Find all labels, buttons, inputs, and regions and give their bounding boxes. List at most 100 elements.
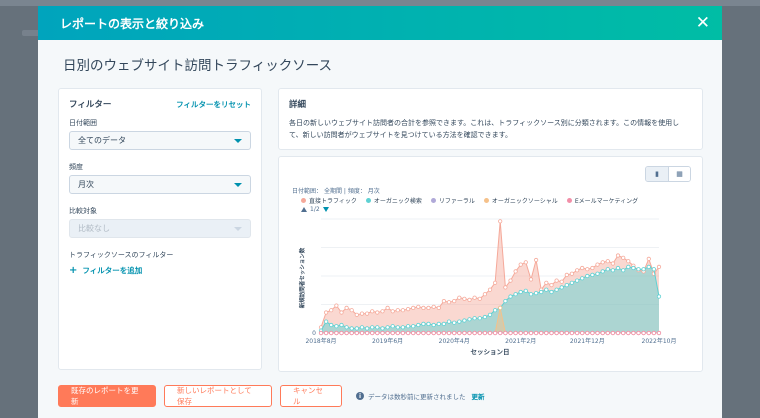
data-point [467,330,472,336]
add-filter-button[interactable]: + フィルターを追加 [69,265,251,276]
legend-label: 直接トラフィック [309,198,357,205]
data-point [375,325,380,330]
details-text: 各日の新しいウェブサイト訪問者の合計を参照できます。これは、トラフィックソース別… [289,119,680,139]
data-point [334,330,339,336]
data-point [431,330,436,336]
data-point [462,296,467,301]
data-point [534,257,539,263]
pager-next-icon[interactable] [322,207,329,212]
legend-item[interactable]: 直接トラフィック [301,196,357,205]
data-point [569,330,574,336]
chevron-down-icon [234,182,242,187]
data-point [380,330,385,336]
data-point [482,330,487,336]
data-point [585,267,590,272]
data-point [339,322,344,328]
data-point [457,295,462,300]
data-point [406,330,411,336]
legend-dot-icon [301,198,306,203]
data-point [544,287,549,292]
close-icon[interactable]: ✕ [695,12,710,33]
data-point [431,322,436,328]
legend-item[interactable]: リファーラル [430,196,475,205]
cancel-button[interactable]: キャンセル [280,385,342,407]
page-title: 日別のウェブサイト訪問トラフィックソース [63,58,333,74]
data-point [354,326,359,331]
legend-item[interactable]: オーガニックソーシャル [483,196,558,205]
legend-item[interactable]: オーガニック検索 [365,196,422,205]
pager-prev-icon[interactable] [301,207,307,212]
frequency-select[interactable]: 月次 [69,175,251,194]
chart-view-button[interactable]: ▮ [646,167,668,181]
data-point [590,265,595,271]
data-point [503,299,508,304]
data-point [421,305,426,310]
data-point [390,309,395,314]
data-point [559,330,564,336]
view-toggle: ▮ ▦ [645,166,691,182]
data-point [477,296,482,301]
data-point [329,308,334,313]
data-point [472,295,477,300]
reset-filters-link[interactable]: フィルターをリセット [176,99,251,109]
data-point [564,330,569,336]
data-point [375,310,380,315]
report-modal: レポートの表示と絞り込み ✕ 日別のウェブサイト訪問トラフィックソース フィルタ… [38,6,722,418]
save-as-new-button[interactable]: 新しいレポートとして保存 [164,385,272,407]
data-point [400,330,406,336]
data-point [651,330,656,336]
data-point [436,321,441,326]
data-point [493,308,498,313]
data-point [380,326,385,331]
data-point [600,330,605,336]
data-point [590,272,595,278]
modal-title: レポートの表示と絞り込み [60,16,205,31]
data-point [370,309,375,314]
data-point [559,285,564,290]
data-point [631,265,636,271]
refresh-link[interactable]: 更新 [471,393,485,401]
data-point [323,330,329,336]
date-range-select[interactable]: 全てのデータ [69,131,251,150]
data-point [508,294,513,299]
date-range-value: 全てのデータ [78,136,126,145]
data-point [518,262,523,267]
data-point [580,276,585,281]
data-point [569,271,574,276]
legend-item[interactable]: Eメールマーケティング [566,196,639,205]
data-point [487,312,493,317]
update-report-button[interactable]: 既存のレポートを更新 [58,385,156,407]
area-organic [321,266,659,333]
data-point [339,330,344,336]
bar-chart-icon: ▮ [655,170,659,178]
data-point [503,330,508,336]
data-point [452,299,457,304]
pager-text: 1/2 [310,206,320,213]
data-point [380,309,385,314]
data-point [641,267,646,272]
data-point [600,260,605,265]
data-point [390,324,395,329]
data-point [365,326,370,331]
data-point [523,288,528,293]
table-view-button[interactable]: ▦ [668,167,690,181]
frequency-value: 月次 [78,180,94,189]
data-point [518,330,523,336]
legend-label: Eメールマーケティング [574,198,639,205]
data-point [554,278,559,283]
data-point [656,330,662,336]
legend-label: リファーラル [438,198,475,205]
data-point [651,267,656,272]
info-icon: i [356,392,364,400]
data-point [544,280,549,285]
data-point [574,278,580,283]
data-point [615,265,621,271]
data-point [354,330,359,336]
data-point [487,287,493,292]
data-point [585,273,590,279]
data-point [641,330,646,336]
data-point [416,304,421,309]
data-point [498,219,503,224]
data-point [344,325,349,330]
